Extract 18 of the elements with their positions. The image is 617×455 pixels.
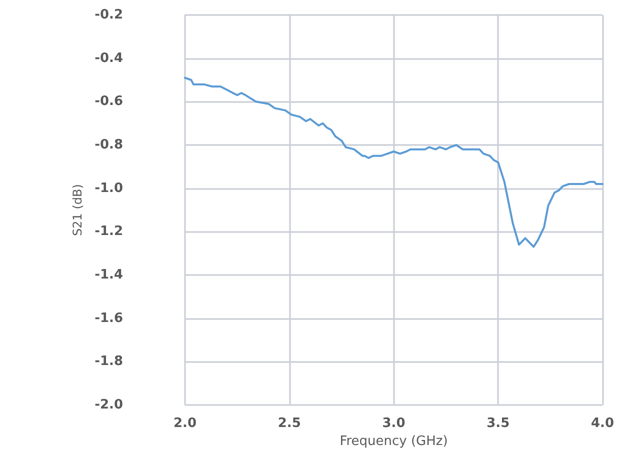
x-tick-label: 2.5 — [278, 416, 301, 431]
line-series — [184, 76, 604, 248]
x-axis-title: Frequency (GHz) — [340, 434, 448, 449]
y-tick-label: -1.2 — [94, 224, 123, 240]
y-axis-title: S21 (dB) — [70, 184, 85, 236]
y-tick-label: -0.4 — [94, 50, 123, 66]
y-tick-label: -0.2 — [94, 8, 123, 22]
x-tick-label: 2.0 — [173, 416, 197, 431]
x-tick-label: 4.0 — [590, 416, 614, 431]
x-tick-label: 3.5 — [486, 416, 510, 431]
y-tick-label: -0.8 — [94, 138, 123, 152]
y-tick-label: -2.0 — [94, 398, 123, 412]
y-tick-label: -1.4 — [94, 268, 123, 282]
y-tick-label: -1.0 — [94, 180, 123, 196]
y-tick-label: -1.6 — [94, 310, 123, 326]
x-tick-label: 3.0 — [382, 416, 406, 431]
y-tick-label: -0.6 — [94, 94, 123, 110]
y-tick-label: -1.8 — [94, 354, 123, 370]
